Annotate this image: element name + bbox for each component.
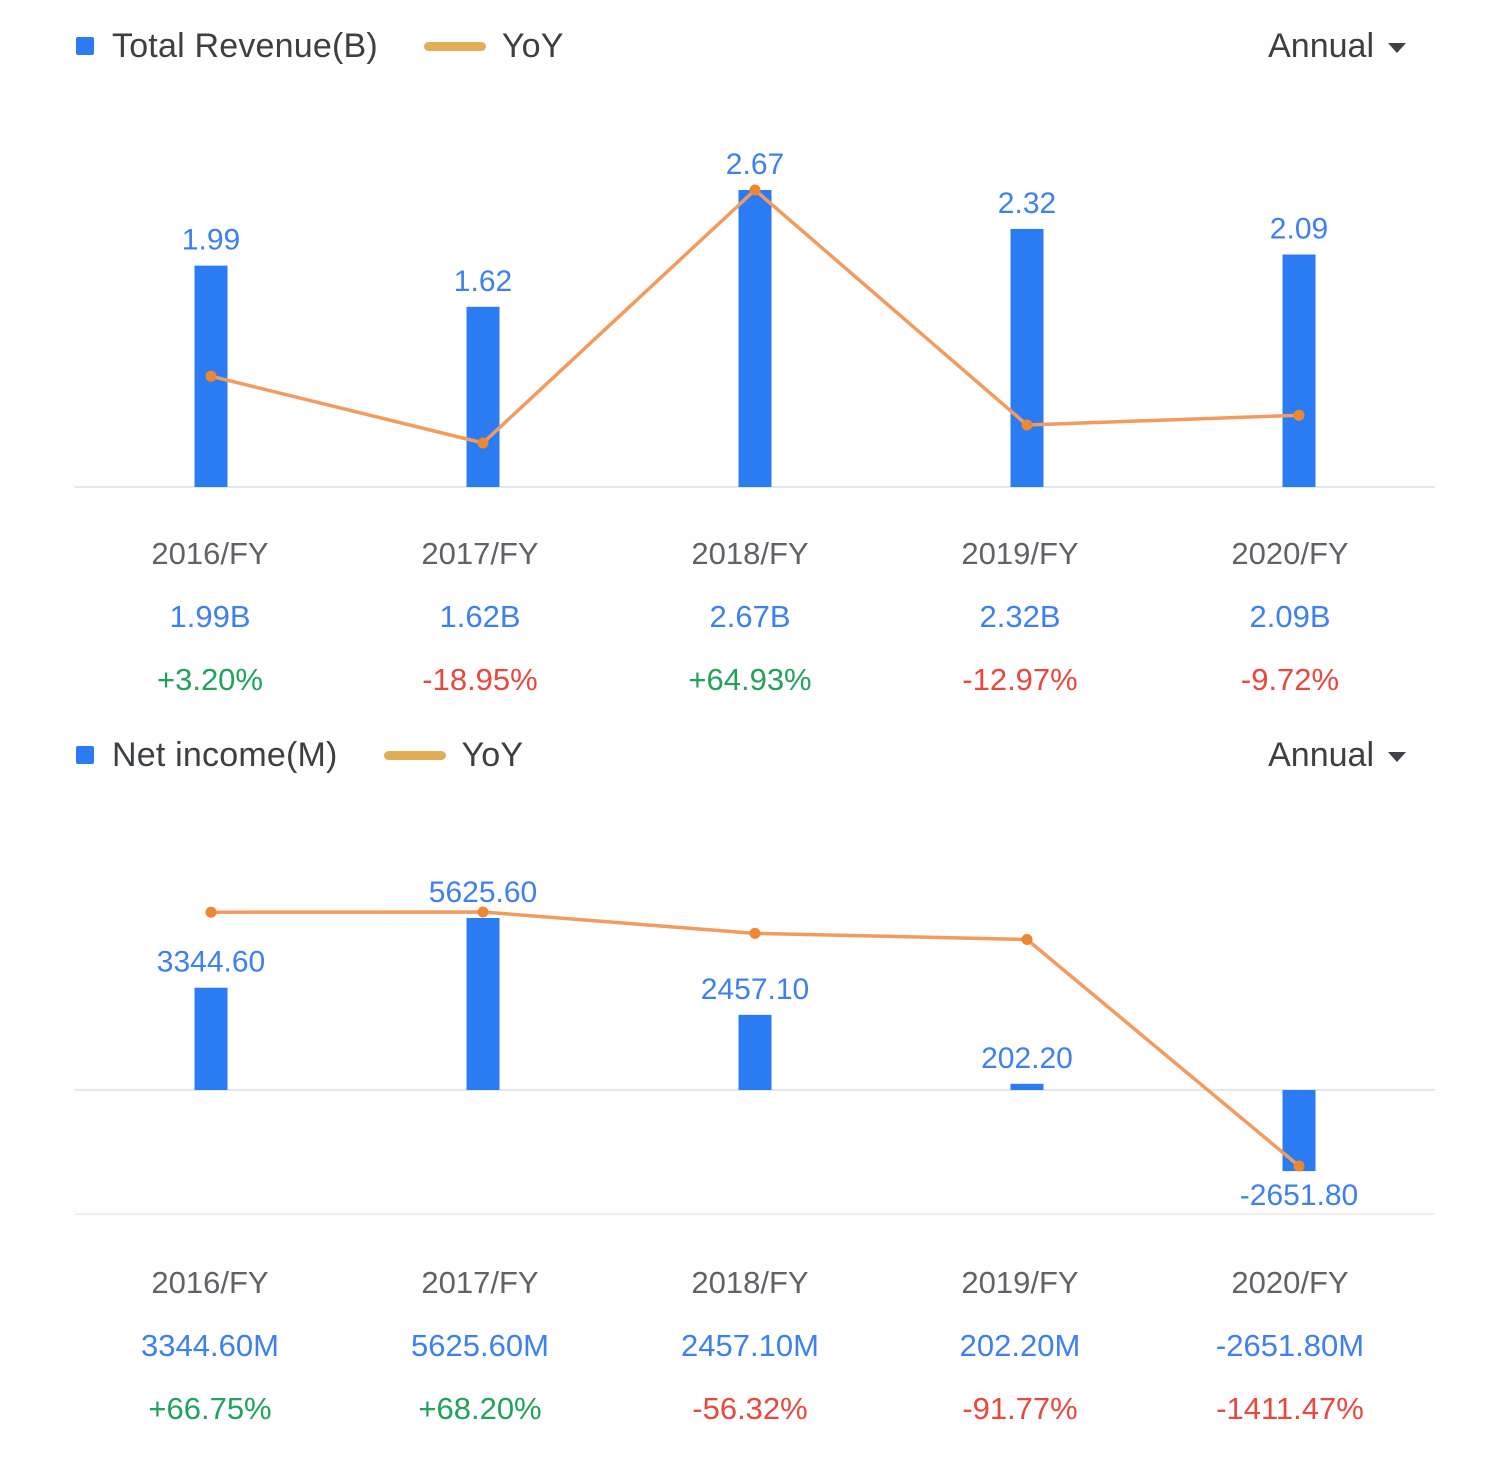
yoy-series-label: YoY [461,735,524,774]
yoy-series-label: YoY [501,26,564,65]
revenue-legend-row: Total Revenue(B) YoY Annual [0,22,1500,70]
yoy-point-2016-fy[interactable] [205,906,217,918]
footer-period: 2018/FY [691,535,809,571]
yoy-line-swatch [423,41,486,51]
chevron-down-icon [1388,752,1406,762]
footer-period: 2018/FY [691,1264,809,1300]
footer-period: 2019/FY [961,535,1079,571]
bar-series-label: Total Revenue(B) [112,26,378,65]
footer-yoy: +64.93% [688,661,812,697]
footer-yoy: +3.20% [156,661,263,697]
footer-period: 2019/FY [961,1264,1079,1300]
footer-value: 2.09B [1249,598,1331,634]
yoy-point-2018-fy[interactable] [749,927,761,939]
net-income-yoy-legend: YoY [383,735,524,775]
bar-2019-fy[interactable] [1010,228,1044,487]
yoy-point-2018-fy[interactable] [749,184,761,196]
footer-period: 2020/FY [1231,535,1349,571]
footer-period: 2016/FY [151,535,269,571]
footer-value: 2.67B [709,598,791,634]
revenue-footer-table: 2016/FY 2017/FY 2018/FY 2019/FY 2020/FY 1.99B… [0,520,1500,711]
bar-series-swatch [76,37,94,55]
footer-yoy: -91.77% [962,1390,1078,1426]
bar-value-label: 5625.60 [429,876,537,909]
footer-yoy: +68.20% [418,1390,542,1426]
footer-yoy: -18.95% [422,661,538,697]
bar-2017-fy[interactable] [466,918,500,1090]
net-income-period-selector[interactable]: Annual [1266,732,1408,779]
net-income-legend-row: Net income(M) YoY Annual [0,731,1500,779]
footer-value: 5625.60M [411,1327,549,1363]
yoy-point-2017-fy[interactable] [477,437,489,449]
revenue-chart-canvas: 1.99 1.62 2.67 2.32 2.09 [75,148,1435,488]
footer-value: 3344.60M [141,1327,279,1363]
footer-period: 2017/FY [421,535,539,571]
net-income-footer-table: 2016/FY 2017/FY 2018/FY 2019/FY 2020/FY 3344.… [0,1249,1500,1440]
bar-value-label: 3344.60 [157,946,265,979]
bar-2020-fy[interactable] [1282,1090,1316,1172]
bar-value-label: 2457.10 [701,973,809,1006]
revenue-yoy-legend: YoY [423,26,564,66]
period-selector-label: Annual [1268,26,1374,65]
bar-value-label: 1.62 [454,265,512,298]
footer-value: 202.20M [959,1327,1081,1363]
bar-2018-fy[interactable] [738,1014,772,1090]
bar-value-label: 2.67 [726,148,784,181]
footer-yoy: -1411.47% [1216,1390,1364,1426]
footer-period: 2017/FY [421,1264,539,1300]
net-income-chart-section: Net income(M) YoY Annual 3344.60 5625.60 2… [0,731,1500,1440]
yoy-line-swatch [383,750,446,760]
yoy-point-2016-fy[interactable] [205,370,217,382]
bar-value-label: 2.09 [1270,213,1328,246]
footer-period: 2020/FY [1231,1264,1349,1300]
yoy-point-2019-fy[interactable] [1021,419,1033,431]
footer-value: 2457.10M [681,1327,819,1363]
yoy-point-2020-fy[interactable] [1293,409,1305,421]
footer-period: 2016/FY [151,1264,269,1300]
revenue-period-selector[interactable]: Annual [1266,23,1408,70]
bar-value-label: 2.32 [998,187,1056,220]
bar-2018-fy[interactable] [738,190,772,487]
yoy-point-2019-fy[interactable] [1021,934,1033,945]
footer-yoy: +66.75% [148,1390,272,1426]
footer-value: 1.62B [439,598,521,634]
bar-value-label: -2651.80 [1240,1179,1358,1212]
footer-yoy: -56.32% [692,1390,808,1426]
yoy-point-2020-fy[interactable] [1293,1160,1305,1172]
bar-value-label: 1.99 [182,224,240,257]
net-income-bar-legend: Net income(M) [76,736,338,775]
yoy-point-2017-fy[interactable] [477,906,489,918]
bar-2019-fy[interactable] [1010,1083,1044,1090]
footer-value: -2651.80M [1215,1327,1365,1363]
bar-2017-fy[interactable] [466,306,500,487]
net-income-chart-canvas: 3344.60 5625.60 2457.10 202.20 -2651.80 [75,876,1435,1215]
bar-2016-fy[interactable] [194,987,228,1090]
revenue-chart-section: Total Revenue(B) YoY Annual 1.99 1.62 2.67… [0,22,1500,711]
footer-value: 2.32B [979,598,1061,634]
chevron-down-icon [1388,43,1406,53]
period-selector-label: Annual [1268,735,1374,774]
revenue-bar-legend: Total Revenue(B) [76,27,378,66]
bar-2020-fy[interactable] [1282,254,1316,487]
bar-series-label: Net income(M) [112,735,338,774]
bar-value-label: 202.20 [981,1042,1073,1075]
footer-yoy: -12.97% [962,661,1078,697]
footer-yoy: -9.72% [1240,661,1340,697]
footer-value: 1.99B [169,598,251,634]
bar-series-swatch [76,746,94,764]
